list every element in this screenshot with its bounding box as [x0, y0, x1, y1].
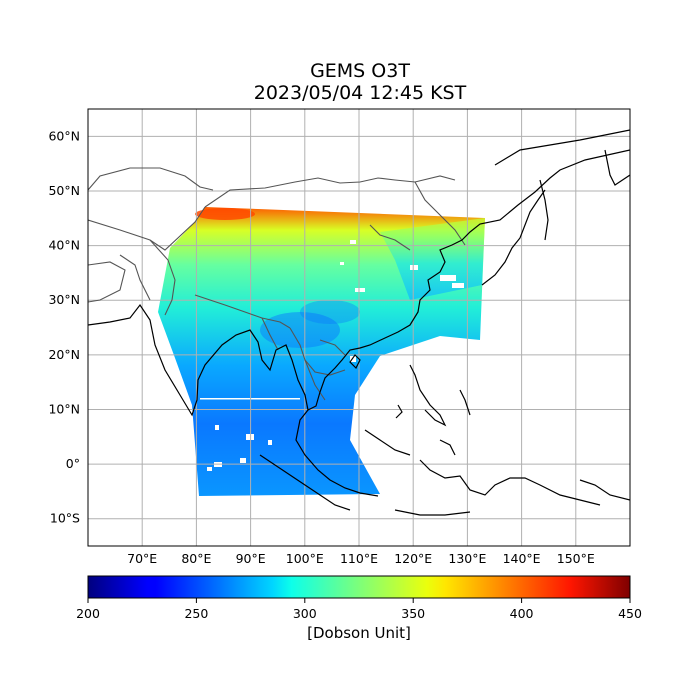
colorbar-label: [Dobson Unit] [307, 624, 411, 642]
map-title: GEMS O3T [310, 60, 410, 82]
colorbar-ticks: 200 250 300 350 400 450 [76, 598, 642, 621]
lon-tick-label: 110°E [340, 551, 378, 566]
colorbar-tick-label: 200 [76, 606, 100, 621]
lat-tick-label: 40°N [48, 238, 80, 253]
longitude-labels: 70°E 80°E 90°E 100°E 110°E 120°E 130°E 140°E 150… [127, 551, 595, 566]
colorbar-tick-label: 450 [618, 606, 642, 621]
coastlines [88, 129, 630, 516]
country-borders [88, 167, 466, 401]
lon-tick-label: 90°E [236, 551, 266, 566]
ozone-swath [158, 207, 485, 496]
lon-tick-label: 140°E [503, 551, 541, 566]
colorbar-tick-label: 250 [184, 606, 208, 621]
lat-tick-label: 10°N [48, 401, 80, 416]
lat-tick-label: 0° [66, 456, 80, 471]
map-frame [87, 108, 631, 547]
lon-tick-label: 70°E [127, 551, 157, 566]
lon-tick-label: 80°E [181, 551, 211, 566]
lat-tick-label: 60°N [48, 128, 80, 143]
lon-tick-label: 130°E [448, 551, 486, 566]
lat-tick-label: 30°N [48, 292, 80, 307]
lat-tick-label: 10°S [50, 511, 80, 526]
map-timestamp: 2023/05/04 12:45 KST [253, 82, 467, 104]
colorbar-tick-label: 350 [401, 606, 425, 621]
lat-tick-label: 20°N [48, 347, 80, 362]
colorbar-tick-label: 300 [293, 606, 317, 621]
latitude-labels: 60°N 50°N 40°N 30°N 20°N 10°N 0° 10°S [48, 128, 80, 525]
lon-tick-label: 100°E [286, 551, 324, 566]
colorbar-tick-label: 400 [510, 606, 534, 621]
lon-tick-label: 120°E [394, 551, 432, 566]
lat-tick-label: 50°N [48, 183, 80, 198]
map-gridlines [88, 109, 630, 546]
colorbar [87, 575, 631, 599]
lon-tick-label: 150°E [557, 551, 595, 566]
